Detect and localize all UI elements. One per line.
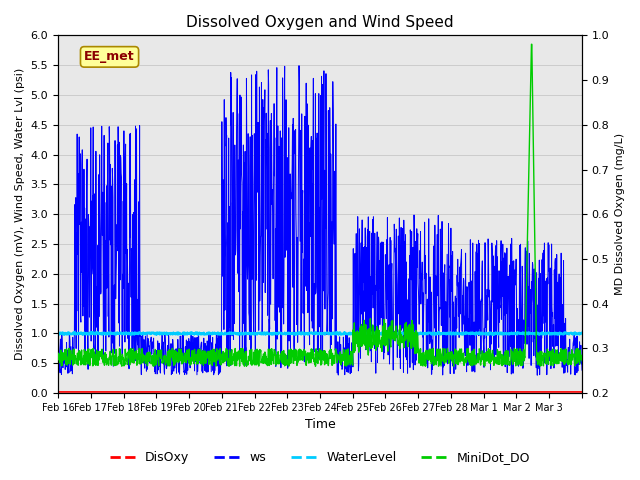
Title: Dissolved Oxygen and Wind Speed: Dissolved Oxygen and Wind Speed bbox=[186, 15, 454, 30]
X-axis label: Time: Time bbox=[305, 419, 335, 432]
Legend: DisOxy, ws, WaterLevel, MiniDot_DO: DisOxy, ws, WaterLevel, MiniDot_DO bbox=[105, 446, 535, 469]
Y-axis label: MD Dissolved Oxygen (mg/L): MD Dissolved Oxygen (mg/L) bbox=[615, 133, 625, 295]
Y-axis label: Dissolved Oxygen (mV), Wind Speed, Water Lvl (psi): Dissolved Oxygen (mV), Wind Speed, Water… bbox=[15, 68, 25, 360]
Text: EE_met: EE_met bbox=[84, 50, 135, 63]
